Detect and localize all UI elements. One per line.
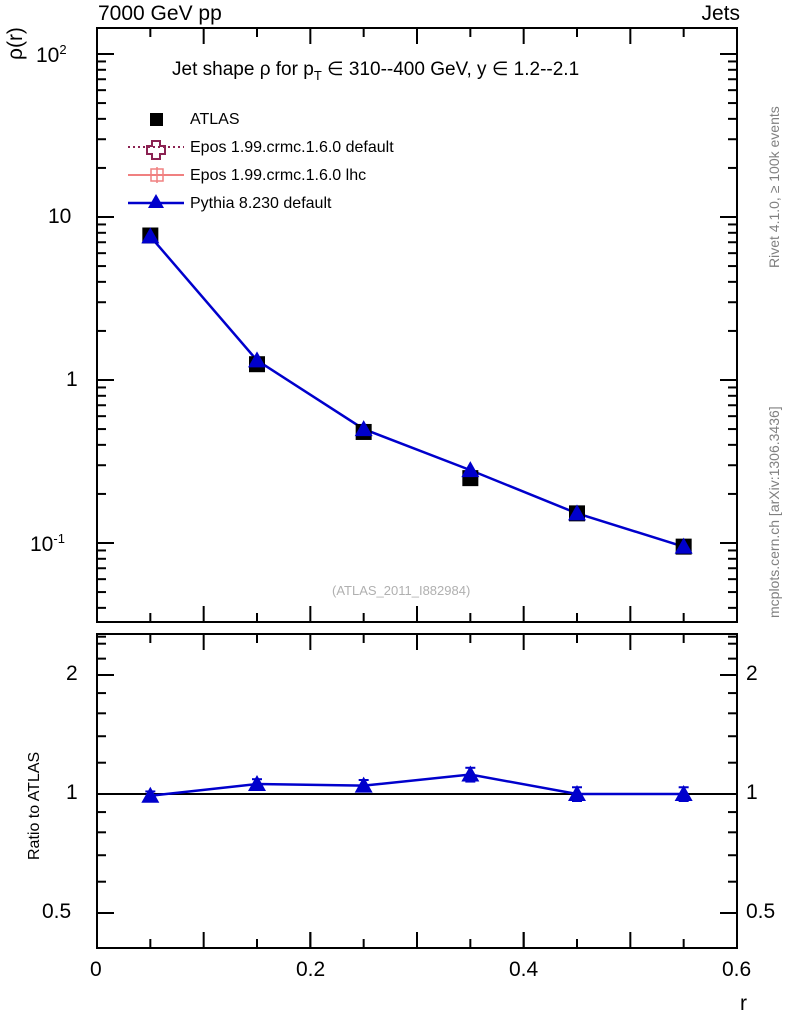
y-tick-ratio-right-0.5: 0.5	[746, 900, 776, 923]
header-left-beam: 7000 GeV pp	[98, 2, 222, 25]
series-line-3	[149, 235, 685, 548]
title-part-b: for p	[275, 59, 314, 80]
legend-marker-atlas-square	[150, 113, 163, 126]
y-tick-main-10: 10	[48, 205, 72, 228]
x-tick-0.4: 0.4	[509, 958, 539, 981]
data-marker-3	[461, 461, 480, 478]
main-panel-ticks	[96, 28, 738, 622]
legend-markers	[128, 113, 184, 208]
y-tick-main-1: 1	[66, 368, 78, 391]
plot-title: Jet shape ρ for pT ∈ 310--400 GeV, y ∈ 1…	[172, 58, 579, 83]
y-tick-ratio-left-2: 2	[66, 662, 78, 685]
y-tick-ratio-left-1: 1	[66, 781, 78, 804]
legend-marker-epos-default	[146, 140, 166, 160]
watermark-analysis-id: (ATLAS_2011_I882984)	[332, 583, 471, 598]
header-right-category: Jets	[701, 2, 740, 25]
title-part-c: ∈ 310--400 GeV, y	[327, 59, 487, 80]
x-tick-0.2: 0.2	[296, 958, 326, 981]
ratio-marker-0	[248, 774, 266, 791]
legend-label-pythia: Pythia 8.230 default	[190, 195, 332, 212]
y-tick-main-0.1: 10-1	[30, 531, 65, 556]
y-tick-main-100: 102	[36, 42, 67, 67]
legend-label-epos-lhc: Epos 1.99.crmc.1.6.0 lhc	[190, 167, 367, 184]
x-axis-label: r	[740, 992, 747, 1015]
legend-marker-epos-lhc	[149, 167, 165, 183]
ratio-marker-0	[674, 785, 693, 801]
y-tick-ratio-right-2: 2	[746, 662, 758, 685]
title-rho: ρ	[259, 59, 271, 80]
x-tick-0: 0	[90, 958, 102, 981]
y-tick-ratio-left-0.5: 0.5	[42, 900, 72, 923]
title-part-d: ∈ 1.2--2.1	[491, 59, 580, 80]
legend-label-atlas: ATLAS	[190, 111, 240, 128]
data-marker-3	[248, 351, 266, 368]
title-part-a: Jet shape	[172, 59, 255, 80]
ratio-marker-0	[141, 786, 160, 803]
data-marker-3	[674, 537, 693, 554]
y-tick-ratio-right-1: 1	[746, 781, 758, 804]
legend-marker-pythia-triangle	[148, 194, 164, 208]
ratio-marker-0	[354, 776, 373, 793]
title-sub-T: T	[313, 67, 322, 83]
x-axis-ticks	[96, 932, 738, 948]
data-marker-3	[354, 420, 373, 437]
ratio-marker-0	[461, 765, 480, 782]
data-marker-3	[568, 504, 586, 521]
legend-label-epos-default: Epos 1.99.crmc.1.6.0 default	[190, 139, 394, 156]
ratio-panel-data	[141, 765, 693, 803]
ratio-marker-0	[568, 785, 586, 801]
main-panel-data	[141, 227, 693, 555]
data-marker-3	[141, 227, 160, 244]
ratio-line-0	[150, 773, 684, 797]
x-tick-0.6: 0.6	[722, 958, 752, 981]
